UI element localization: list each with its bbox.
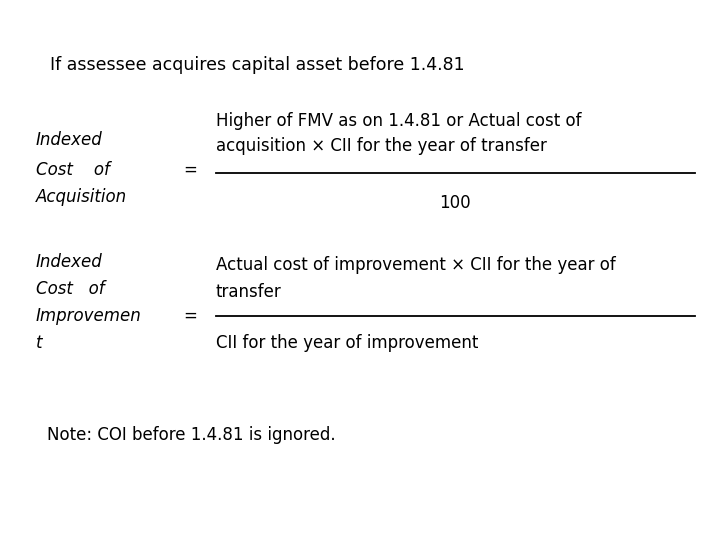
Text: Acquisition: Acquisition	[36, 188, 127, 206]
Text: 100: 100	[440, 193, 471, 212]
Text: =: =	[184, 161, 197, 179]
Text: Indexed: Indexed	[36, 253, 103, 271]
Text: =: =	[184, 307, 197, 325]
Text: transfer: transfer	[216, 282, 282, 301]
Text: Higher of FMV as on 1.4.81 or Actual cost of: Higher of FMV as on 1.4.81 or Actual cos…	[216, 112, 582, 131]
Text: If assessee acquires capital asset before 1.4.81: If assessee acquires capital asset befor…	[50, 56, 465, 74]
Text: t: t	[36, 334, 42, 352]
Text: acquisition × CII for the year of transfer: acquisition × CII for the year of transf…	[216, 137, 547, 155]
Text: Indexed: Indexed	[36, 131, 103, 150]
Text: Cost   of: Cost of	[36, 280, 104, 298]
Text: CII for the year of improvement: CII for the year of improvement	[216, 334, 478, 352]
Text: Cost    of: Cost of	[36, 161, 110, 179]
Text: Improvemen: Improvemen	[36, 307, 142, 325]
Text: Note: COI before 1.4.81 is ignored.: Note: COI before 1.4.81 is ignored.	[47, 426, 336, 444]
Text: Actual cost of improvement × CII for the year of: Actual cost of improvement × CII for the…	[216, 255, 616, 274]
